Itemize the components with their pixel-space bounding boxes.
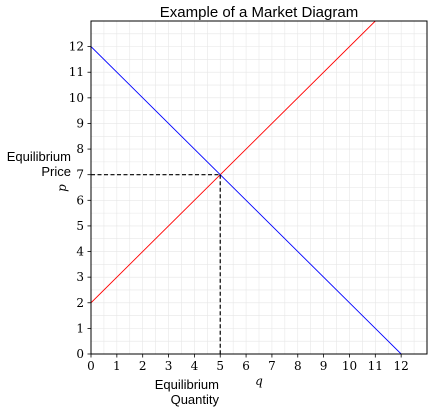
x-tick-label: 12 — [394, 359, 409, 373]
series-line-1 — [91, 46, 402, 354]
equilibrium-quantity-label-line1: Equilibrium — [155, 377, 219, 392]
x-tick-label: 6 — [242, 359, 250, 373]
x-tick-label: 4 — [191, 359, 199, 373]
equilibrium-quantity-label-line2: Quantity — [171, 392, 220, 407]
x-tick-label: 3 — [165, 359, 173, 373]
x-tick-label: 0 — [87, 359, 95, 373]
equilibrium-price-label-line1: Equilibrium — [7, 149, 71, 164]
y-axis-label: p — [55, 184, 69, 192]
grid-lines — [90, 20, 428, 355]
y-tick-label: 0 — [76, 347, 84, 361]
y-tick-label: 3 — [76, 270, 84, 284]
y-tick-label: 4 — [76, 245, 84, 259]
plot-frame — [90, 20, 428, 355]
x-tick-label: 1 — [113, 359, 121, 373]
chart-title: Example of a Market Diagram — [160, 4, 358, 21]
y-tick-label: 2 — [76, 296, 84, 310]
y-tick-label: 10 — [69, 91, 84, 105]
x-tick-label: 5 — [216, 359, 224, 373]
series-lines — [91, 21, 402, 354]
y-tick-label: 7 — [76, 168, 84, 182]
x-tick-label: 8 — [294, 359, 302, 373]
x-tick-label: 9 — [320, 359, 328, 373]
y-tick-label: 9 — [76, 116, 84, 130]
y-tick-label: 12 — [69, 40, 84, 54]
y-tick-label: 1 — [76, 321, 84, 335]
y-tick-label: 6 — [76, 193, 84, 207]
x-tick-label: 10 — [342, 359, 357, 373]
y-tick-label: 11 — [69, 65, 84, 79]
x-axis-label: q — [255, 374, 263, 388]
series-line-0 — [91, 21, 376, 304]
equilibrium-guides — [91, 174, 221, 354]
equilibrium-price-label-line2: Price — [41, 164, 71, 179]
x-tick-label: 11 — [368, 359, 383, 373]
x-tick-label: 7 — [268, 359, 276, 373]
y-tick-label: 5 — [76, 219, 84, 233]
y-tick-label: 8 — [76, 142, 84, 156]
x-tick-label: 2 — [139, 359, 147, 373]
